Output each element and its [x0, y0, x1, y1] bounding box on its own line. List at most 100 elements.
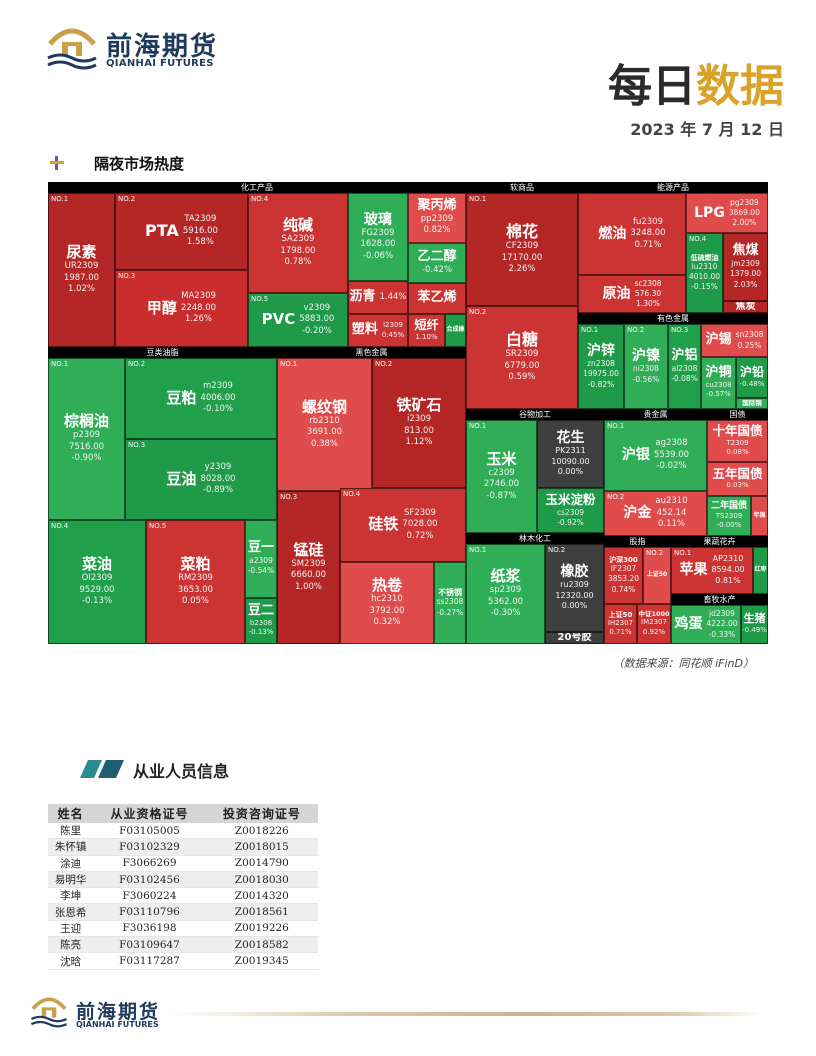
- tile-name: 二年国债: [710, 501, 747, 512]
- tile-gold[interactable]: NO.2 沪金 au2310 452.14 0.11%: [604, 491, 707, 536]
- tile-change: 0.59%: [508, 372, 536, 383]
- tile-rebar[interactable]: NO.1 螺纹钢 rb2310 3691.00 0.38%: [277, 358, 372, 491]
- tile-code: sp2309: [489, 585, 522, 596]
- tile-soybean-oil[interactable]: NO.3 豆油 y2309 8028.00 -0.89%: [125, 439, 277, 520]
- tile-corn-starch[interactable]: 玉米淀粉 cs2309 -0.92%: [537, 488, 604, 533]
- tile-zinc[interactable]: NO.1 沪锌 zn2308 19975.00 -0.82%: [578, 324, 624, 409]
- tile-tin[interactable]: 沪锡 sn2308 0.25%: [701, 324, 768, 357]
- tile-change: -0.89%: [202, 485, 234, 496]
- tile-name: 中证1000: [638, 609, 670, 618]
- tile-change: -0.27%: [436, 607, 464, 617]
- tile-apple[interactable]: NO.1 苹果 AP2310 8594.00 0.81%: [671, 547, 753, 594]
- tile-short-fiber[interactable]: 短纤 1.10%: [408, 314, 445, 347]
- tile-intl-copper[interactable]: 国际铜: [736, 398, 768, 409]
- tile-name: 红枣: [754, 566, 767, 574]
- tile-soybean-1[interactable]: 豆一 a2309 -0.54%: [245, 520, 277, 598]
- tile-change: 0.45%: [381, 330, 405, 339]
- tile-iron-ore[interactable]: NO.2 铁矿石 i2309 813.00 1.12%: [372, 358, 466, 488]
- tile-pvc[interactable]: NO.5 PVC v2309 5883.00 -0.20%: [248, 293, 348, 347]
- tile-change: -0.13%: [81, 596, 113, 607]
- tile-soybean-2[interactable]: 豆二 b2308 -0.13%: [245, 598, 277, 644]
- tile-sugar[interactable]: NO.2 白糖 SR2309 6779.00 0.59%: [466, 306, 578, 409]
- tile-urea[interactable]: NO.1 尿素 UR2309 1987.00 1.02%: [48, 193, 115, 347]
- tile-corn[interactable]: NO.1 玉米 c2309 2746.00 -0.87%: [466, 420, 537, 533]
- tile-price: 1379.00: [729, 269, 761, 279]
- tile-rank: NO.2: [469, 308, 487, 316]
- tile-coking-coal[interactable]: 焦煤 jm2309 1379.00 2.03%: [723, 233, 768, 301]
- tile-csi300[interactable]: 沪深300 IF2307 3853.20 0.74%: [604, 547, 643, 604]
- tile-live-hog[interactable]: 生猪 -0.49%: [741, 605, 768, 644]
- tile-copper[interactable]: 沪铜 cu2308 -0.57%: [701, 357, 736, 409]
- tile-rubber-20[interactable]: 20号胶: [545, 632, 604, 644]
- tile-silver[interactable]: NO.1 沪银 ag2308 5539.00 -0.02%: [604, 420, 707, 491]
- tile-fuel-oil[interactable]: 燃油 fu2309 3248.00 0.71%: [578, 193, 686, 275]
- tile-change: -0.02%: [656, 461, 687, 472]
- tile-price: 576.30: [634, 288, 662, 298]
- tile-synthetic-rubber[interactable]: 合成橡: [445, 314, 466, 347]
- tile-glass[interactable]: 玻璃 FG2309 1628.00 -0.06%: [348, 193, 408, 281]
- tile-30y-bond[interactable]: 年国: [751, 496, 768, 536]
- data-source-note: （数据来源：同花顺 iFinD）: [612, 657, 754, 670]
- tile-change: -0.30%: [490, 608, 521, 619]
- tile-name: 苹果: [679, 562, 708, 579]
- tile-polypropylene[interactable]: 聚丙烯 pp2309 0.82%: [408, 193, 466, 243]
- qualification-number: F03105005: [93, 823, 206, 840]
- tile-price: 8594.00: [711, 565, 745, 575]
- tile-ferrosilicon[interactable]: NO.4 硅铁 SF2309 7028.00 0.72%: [340, 488, 466, 562]
- tile-stainless-steel[interactable]: 不锈钢 ss2308 -0.27%: [434, 562, 466, 644]
- tile-rank: NO.3: [128, 441, 146, 449]
- tile-code: al2308: [671, 363, 698, 373]
- tile-rapeseed-meal[interactable]: NO.5 菜粕 RM2309 3653.00 0.05%: [146, 520, 245, 644]
- tile-pulp[interactable]: NO.1 纸浆 sp2309 5362.00 -0.30%: [466, 544, 545, 644]
- tile-soybean-meal[interactable]: NO.2 豆粕 m2309 4006.00 -0.10%: [125, 358, 277, 439]
- tile-plastic[interactable]: 塑料 l2309 0.45%: [348, 314, 408, 347]
- tile-methanol[interactable]: NO.3 甲醇 MA2309 2248.00 1.26%: [115, 270, 248, 347]
- tile-change: -0.56%: [632, 374, 660, 384]
- tile-change: 0.71%: [634, 239, 662, 250]
- tile-cotton[interactable]: NO.1 棉花 CF2309 17170.00 2.26%: [466, 193, 578, 306]
- tile-crude-oil[interactable]: 原油 sc2308 576.30 1.30%: [578, 275, 686, 313]
- tile-change: -0.42%: [421, 264, 453, 275]
- tile-aluminum[interactable]: NO.3 沪铝 al2308 -0.08%: [668, 324, 701, 409]
- qianhai-logo-icon: [47, 28, 97, 70]
- tile-sse50[interactable]: 上证50 IH2307 0.71%: [604, 604, 637, 644]
- tile-silicomanganese[interactable]: NO.3 锰硅 SM2309 6660.00 1.00%: [277, 491, 340, 644]
- tile-change: -0.10%: [202, 404, 234, 415]
- tile-change: -0.92%: [557, 517, 584, 527]
- tile-csi1000[interactable]: 中证1000 IM2307 0.92%: [637, 604, 671, 644]
- tile-styrene[interactable]: 苯乙烯: [408, 283, 466, 314]
- tile-hot-rolled-coil[interactable]: 热卷 hc2310 3792.00 0.32%: [340, 562, 434, 644]
- tile-egg[interactable]: 鸡蛋 jd2309 4222.00 -0.33%: [671, 605, 741, 644]
- tile-5y-bond[interactable]: 五年国债 0.03%: [707, 462, 768, 496]
- tile-name: 沪镍: [632, 348, 660, 365]
- tile-lead[interactable]: 沪铅 -0.48%: [736, 357, 768, 398]
- tile-peanut[interactable]: 花生 PK2311 10090.00 0.00%: [537, 420, 604, 488]
- advisory-number: Z0014320: [205, 887, 318, 905]
- tile-soda-ash[interactable]: NO.4 纯碱 SA2309 1798.00 0.78%: [248, 193, 348, 293]
- table-row: 李坤 F3060224 Z0014320: [48, 887, 318, 905]
- tile-lpg[interactable]: LPG pg2309 3869.00 2.00%: [686, 193, 768, 233]
- tile-index-no2[interactable]: NO.2 上证50: [643, 547, 671, 604]
- tile-asphalt[interactable]: 沥青 1.44%: [348, 281, 408, 314]
- tile-change: 2.03%: [733, 279, 758, 289]
- tile-price: 7516.00: [68, 441, 105, 452]
- tile-rapeseed-oil[interactable]: NO.4 菜油 OI2309 9529.00 -0.13%: [48, 520, 146, 644]
- tile-coke[interactable]: 焦炭: [723, 301, 768, 313]
- title-part-2: 数据: [696, 61, 784, 112]
- tile-name: 铁矿石: [396, 396, 442, 415]
- tile-red-date[interactable]: 红枣: [753, 547, 768, 594]
- tile-pta[interactable]: NO.2 PTA TA2309 5916.00 1.58%: [115, 193, 248, 270]
- tile-code: cu2308: [705, 381, 732, 390]
- tile-low-sulfur-fuel[interactable]: NO.4 低硫燃油 lu2310 4010.00 -0.15%: [686, 233, 723, 313]
- staff-table: 姓名 从业资格证号 投资咨询证号 陈里 F03105005 Z0018226 朱怀镇…: [48, 804, 318, 970]
- tile-palm-oil[interactable]: NO.1 棕榈油 p2309 7516.00 -0.90%: [48, 358, 125, 520]
- tile-2y-bond[interactable]: 二年国债 TS2309 -0.00%: [707, 496, 751, 536]
- tile-price: 5916.00: [182, 225, 218, 236]
- tile-price: 813.00: [404, 425, 434, 436]
- tile-10y-bond[interactable]: 十年国债 T2309 0.08%: [707, 420, 768, 462]
- tile-rubber[interactable]: NO.2 橡胶 ru2309 12320.00 0.00%: [545, 544, 604, 632]
- tile-name: 白糖: [505, 330, 538, 350]
- tile-change: 2.26%: [508, 264, 536, 275]
- tile-ethylene-glycol[interactable]: 乙二醇 -0.42%: [408, 243, 466, 283]
- tile-nickel[interactable]: NO.2 沪镍 ni2308 -0.56%: [624, 324, 668, 409]
